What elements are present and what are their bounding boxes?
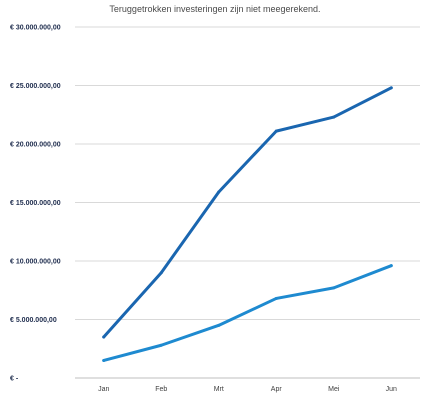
y-tick-label: € 30.000.000,00 [10, 25, 61, 32]
data-point [217, 190, 221, 194]
y-tick-label: € 5.000.000,00 [10, 317, 57, 324]
data-point [389, 264, 393, 268]
x-tick-label: Mei [328, 386, 340, 393]
x-tick-label: Jan [98, 386, 109, 393]
data-point [159, 343, 163, 347]
data-point [389, 86, 393, 90]
data-point [274, 296, 278, 300]
data-point [102, 358, 106, 362]
series-line-1 [102, 86, 393, 339]
y-tick-label: € 20.000.000,00 [10, 142, 61, 149]
data-point [274, 129, 278, 133]
x-tick-label: Jun [386, 386, 397, 393]
data-point [332, 286, 336, 290]
data-point [217, 323, 221, 327]
y-tick-label: € 10.000.000,00 [10, 259, 61, 266]
data-point [332, 115, 336, 119]
x-tick-label: Feb [155, 386, 167, 393]
data-point [102, 335, 106, 339]
data-point [159, 271, 163, 275]
chart-subtitle: Teruggetrokken investeringen zijn niet m… [109, 4, 321, 14]
series-line-2 [102, 264, 393, 362]
y-tick-label: € 25.000.000,00 [10, 83, 61, 90]
y-tick-label: € - [10, 376, 19, 383]
x-tick-label: Mrt [214, 386, 224, 393]
y-tick-label: € 15.000.000,00 [10, 200, 61, 207]
x-tick-label: Apr [271, 386, 283, 393]
